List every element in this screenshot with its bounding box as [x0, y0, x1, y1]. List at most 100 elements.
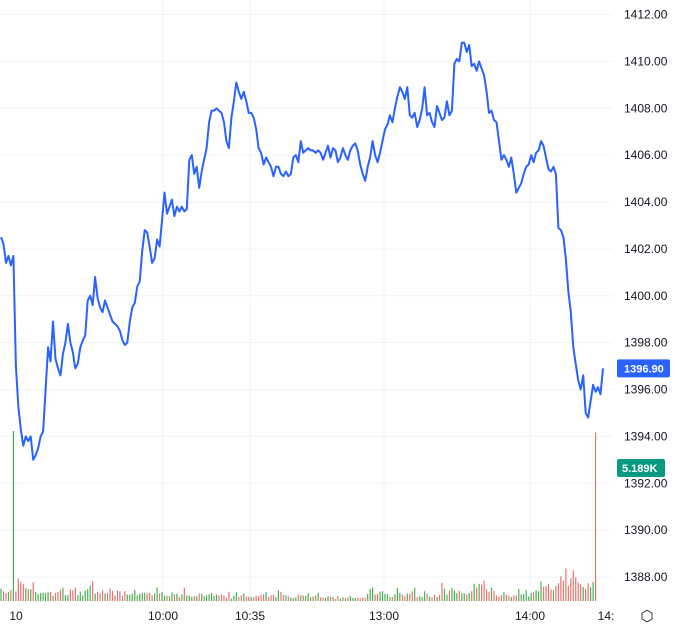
volume-bar — [525, 590, 527, 601]
volume-bar — [324, 597, 327, 601]
volume-bar — [37, 593, 39, 601]
volume-bar — [542, 586, 545, 601]
price-series — [0, 41, 604, 461]
volume-bar — [505, 594, 507, 601]
volume-bar — [550, 589, 552, 601]
volume-bar — [367, 593, 369, 601]
last-volume-label: 5.189K — [622, 463, 658, 475]
volume-bar — [295, 597, 297, 601]
volume-bar — [471, 591, 473, 601]
volume-bar — [315, 595, 317, 601]
volume-bar — [168, 596, 171, 601]
settings-hexagon-icon[interactable]: ⬡ — [640, 607, 654, 625]
volume-bar — [215, 594, 218, 601]
volume-bar — [104, 593, 106, 601]
volume-bar — [12, 431, 14, 601]
volume-bar — [238, 597, 240, 601]
volume-bar — [233, 595, 235, 601]
volume-bar — [99, 593, 101, 601]
volume-bar — [500, 594, 503, 601]
price-axis[interactable]: 1412.00 1410.00 1408.00 1406.00 1404.00 1402.… — [624, 8, 668, 585]
volume-bar — [490, 587, 493, 601]
volume-bar — [312, 596, 314, 601]
volume-bar — [421, 597, 423, 601]
volume-bar — [520, 594, 522, 601]
time-axis[interactable]: 10 10:00 10:35 13:00 14:00 14: — [9, 609, 614, 623]
volume-bar — [94, 593, 96, 601]
volume-bar — [456, 592, 458, 601]
volume-bar — [510, 597, 512, 601]
volume-bar — [5, 593, 7, 601]
volume-bar — [134, 589, 136, 601]
volume-bar — [463, 593, 465, 601]
volume-bar — [263, 594, 265, 601]
volume-bar — [151, 595, 153, 601]
volume-bar — [10, 589, 12, 601]
volume-bar — [15, 591, 17, 601]
volume-bar — [258, 596, 260, 601]
volume-bar — [409, 593, 411, 601]
volume-bar — [347, 597, 349, 601]
volume-bar — [547, 583, 550, 601]
volume-bar — [32, 582, 34, 601]
volume-bar — [282, 595, 285, 601]
volume-bar — [565, 568, 567, 601]
volume-bar — [411, 591, 413, 601]
volume-bar — [448, 590, 451, 601]
volume-bar — [461, 593, 463, 601]
volume-bar — [580, 584, 582, 601]
price-tick-label: 1404.00 — [624, 195, 668, 209]
volume-bar — [419, 596, 421, 601]
volume-bar — [493, 590, 495, 601]
volume-bar — [537, 591, 540, 601]
volume-bar — [329, 596, 332, 601]
volume-bar — [557, 583, 560, 601]
volume-bar — [84, 590, 86, 601]
volume-bar — [188, 596, 190, 601]
volume-bar — [515, 595, 517, 601]
volume-bar — [352, 598, 354, 601]
volume-bar — [218, 595, 220, 601]
volume-bar — [42, 592, 44, 601]
volume-bar — [582, 587, 584, 601]
volume-bar — [485, 589, 488, 601]
volume-bar — [590, 587, 592, 601]
volume-bar — [562, 580, 564, 601]
volume-bar — [302, 595, 304, 601]
volume-bar — [193, 596, 195, 601]
volume-bar — [230, 598, 232, 601]
volume-bar — [478, 583, 480, 601]
volume-bar — [136, 595, 138, 601]
volume-bar — [443, 588, 446, 601]
volume-bar — [433, 594, 436, 601]
volume-bar — [67, 594, 69, 601]
volume-bar — [208, 594, 210, 601]
volume-bar — [27, 588, 29, 601]
volume-bar — [146, 593, 148, 601]
volume-bar — [498, 596, 500, 601]
volume-bar — [332, 597, 334, 601]
volume-bar — [292, 598, 294, 601]
volume-bar — [570, 578, 572, 601]
volume-bar — [416, 597, 418, 601]
volume-bar — [399, 592, 401, 601]
volume-bar — [82, 595, 84, 601]
volume-bar — [116, 590, 119, 601]
volume-bar — [396, 588, 398, 601]
volume-bar — [577, 582, 579, 601]
volume-bar — [198, 593, 200, 601]
volume-bar — [20, 581, 22, 601]
volume-bar — [290, 597, 292, 601]
volume-bar — [275, 597, 277, 601]
volume-bar — [530, 592, 532, 601]
volume-bar — [349, 595, 351, 601]
volume-bar — [567, 585, 569, 601]
volume-bar — [334, 599, 337, 601]
volume-bar — [389, 596, 391, 601]
volume-bar — [344, 598, 346, 601]
time-tick-label: 14:00 — [515, 609, 545, 623]
volume-bar — [394, 594, 396, 601]
volume-bar — [458, 590, 460, 601]
volume-bar — [560, 576, 562, 601]
